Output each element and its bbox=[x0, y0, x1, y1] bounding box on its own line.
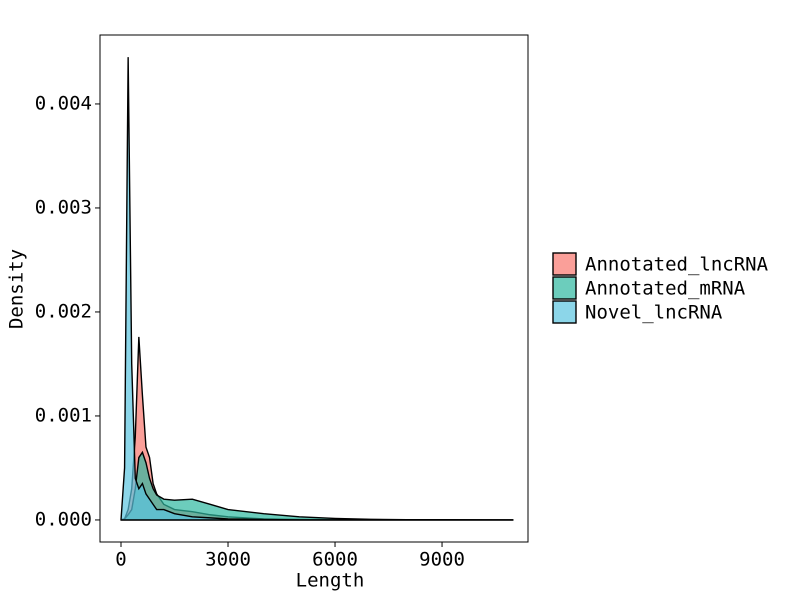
y-axis-label: Density bbox=[6, 249, 28, 329]
legend-label: Annotated_mRNA bbox=[585, 278, 746, 300]
x-tick-label: 6000 bbox=[312, 549, 358, 571]
legend-key bbox=[552, 300, 577, 324]
plot-frame bbox=[99, 34, 529, 543]
density-area bbox=[120, 57, 514, 521]
legend-key bbox=[552, 252, 577, 276]
x-axis-label: Length bbox=[296, 570, 365, 592]
y-tick-label: 0.002 bbox=[35, 300, 92, 322]
y-tick-label: 0.004 bbox=[35, 92, 92, 114]
legend-label: Novel_lncRNA bbox=[585, 302, 723, 324]
legend-label: Annotated_lncRNA bbox=[585, 254, 769, 276]
x-tick-label: 9000 bbox=[419, 549, 465, 571]
y-tick-label: 0.001 bbox=[35, 404, 92, 426]
x-tick-label: 3000 bbox=[205, 549, 251, 571]
y-tick-label: 0.000 bbox=[35, 508, 92, 530]
x-tick-label: 0 bbox=[115, 549, 126, 571]
density-area bbox=[120, 336, 514, 521]
y-tick-label: 0.003 bbox=[35, 196, 92, 218]
legend-key bbox=[552, 276, 577, 300]
density-area bbox=[120, 450, 514, 521]
